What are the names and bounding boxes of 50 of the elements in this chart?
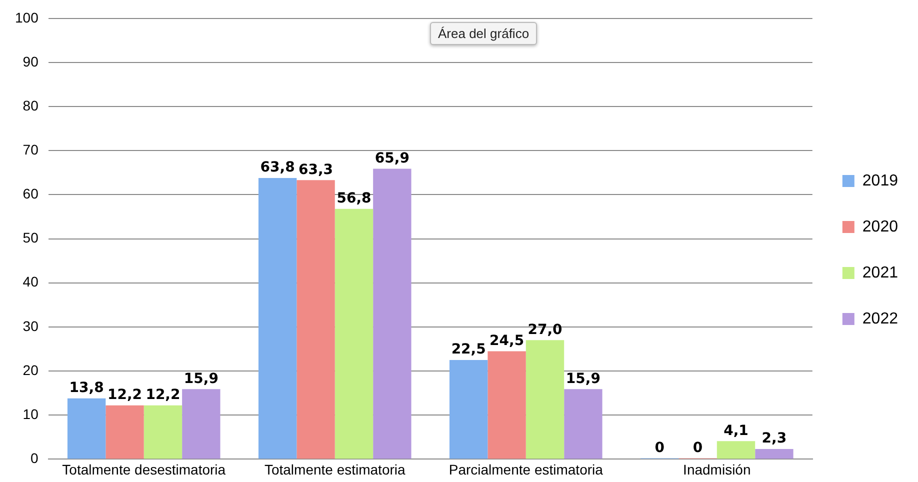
y-tick-label: 20 — [22, 362, 39, 378]
bar — [106, 405, 144, 459]
bar — [488, 351, 526, 459]
data-label: 0 — [692, 440, 703, 456]
data-label: 12,2 — [107, 387, 142, 404]
bar — [144, 405, 182, 459]
legend-label: 2021 — [862, 264, 898, 282]
data-label: 12,2 — [146, 387, 180, 404]
x-tick-label: Parcialmente estimatoria — [448, 461, 604, 478]
bar — [182, 389, 220, 459]
bar — [373, 168, 412, 459]
bar — [564, 389, 602, 459]
data-label: 15,9 — [566, 370, 600, 387]
data-label: 27,0 — [528, 322, 563, 338]
y-tick-label: 10 — [22, 406, 39, 422]
bar — [526, 340, 564, 459]
y-tick-label: 90 — [22, 53, 39, 70]
data-label: 15,9 — [184, 370, 218, 387]
bar — [258, 178, 297, 459]
legend-label: 2019 — [862, 172, 898, 190]
data-label: 4,1 — [724, 422, 748, 439]
y-tick-label: 100 — [15, 9, 39, 26]
y-tick-label: 30 — [22, 318, 39, 334]
data-label: 56,8 — [336, 190, 372, 206]
data-label: 65,9 — [374, 150, 410, 166]
data-label: 63,3 — [298, 162, 334, 178]
y-tick-label: 0 — [30, 450, 39, 466]
bar — [449, 360, 488, 459]
y-tick-label: 70 — [22, 142, 39, 158]
x-tick-label: Totalmente desestimatoria — [62, 461, 226, 478]
data-label: 2,3 — [762, 430, 787, 447]
y-tick-label: 80 — [22, 97, 39, 114]
y-tick-label: 60 — [22, 186, 39, 202]
data-label: 22,5 — [451, 342, 486, 358]
bar — [755, 449, 794, 459]
x-tick-label: Inadmisión — [683, 461, 751, 478]
annotation: Área del gráfico — [430, 22, 538, 45]
data-label: 0 — [654, 440, 665, 456]
y-tick-label: 40 — [22, 274, 39, 290]
bar — [67, 398, 106, 459]
legend-label: 2022 — [862, 310, 898, 328]
data-label: 24,5 — [490, 332, 524, 349]
bar — [334, 208, 374, 459]
data-label: 63,8 — [260, 160, 295, 176]
bar — [296, 180, 335, 459]
y-tick-label: 50 — [22, 230, 39, 246]
x-tick-label: Totalmente estimatoria — [264, 461, 406, 478]
data-label: 13,8 — [69, 380, 104, 396]
legend-label: 2020 — [862, 218, 898, 236]
bar — [716, 441, 756, 459]
